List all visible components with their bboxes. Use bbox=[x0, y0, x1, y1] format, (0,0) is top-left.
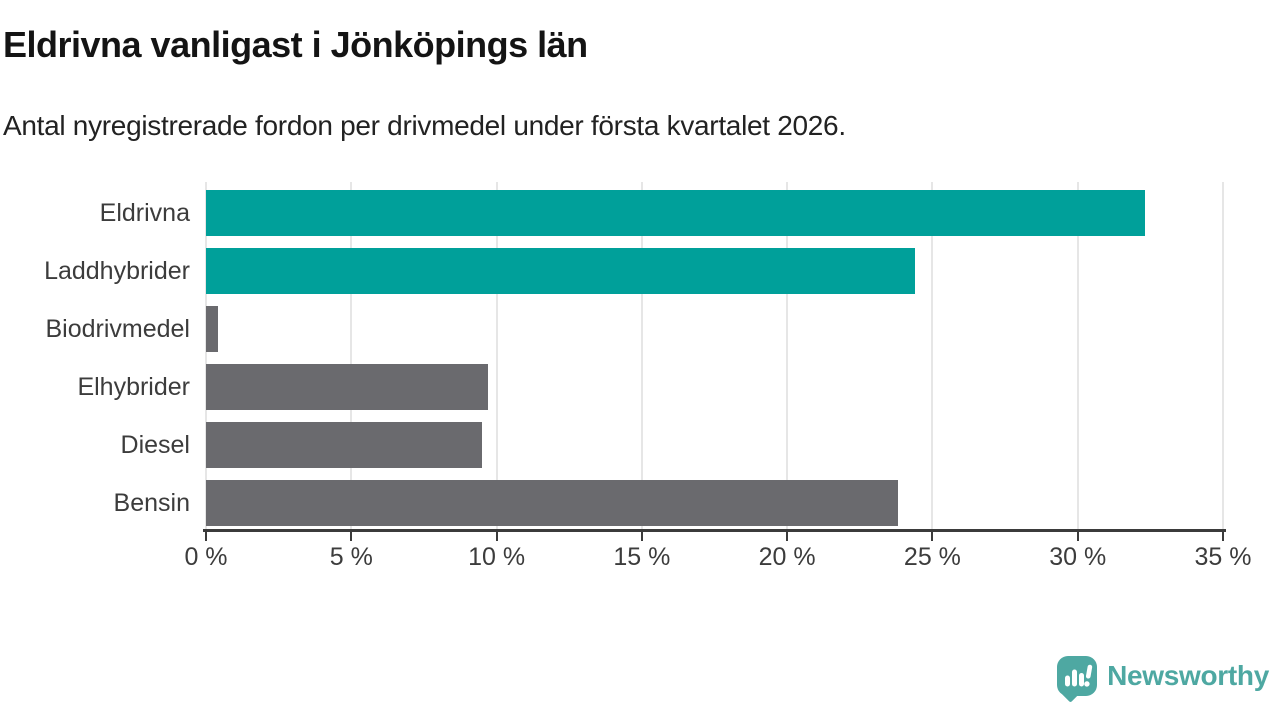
grid-line bbox=[786, 182, 789, 530]
category-label-elhybrider: Elhybrider bbox=[77, 373, 190, 401]
category-label-eldrivna: Eldrivna bbox=[99, 199, 190, 227]
newsworthy-logo-icon bbox=[1057, 656, 1098, 696]
grid-line bbox=[205, 182, 207, 530]
grid-line bbox=[931, 182, 934, 530]
grid-line bbox=[495, 182, 498, 530]
bar-diesel bbox=[206, 422, 483, 468]
axis-tick-label: 20 % bbox=[758, 543, 816, 571]
axis-tick bbox=[1222, 532, 1224, 541]
axis-tick bbox=[640, 532, 643, 541]
grid-line bbox=[1222, 182, 1224, 530]
axis-tick-label: 10 % bbox=[468, 543, 526, 571]
grid-line bbox=[350, 182, 353, 530]
axis-tick bbox=[350, 532, 353, 541]
axis-tick bbox=[931, 532, 934, 541]
bar-biodrivmedel bbox=[206, 306, 218, 352]
bar-bensin bbox=[206, 480, 898, 526]
x-axis-line bbox=[203, 529, 1226, 532]
axis-tick bbox=[786, 532, 789, 541]
category-label-biodrivmedel: Biodrivmedel bbox=[45, 315, 190, 343]
bar-laddhybrider bbox=[206, 248, 915, 294]
axis-tick-label: 15 % bbox=[613, 543, 671, 571]
newsworthy-logo-text: Newsworthy bbox=[1107, 660, 1269, 691]
chart-title: Eldrivna vanligast i Jönköpings län bbox=[3, 24, 588, 65]
axis-tick-label: 35 % bbox=[1194, 543, 1252, 571]
axis-tick bbox=[1076, 532, 1079, 541]
axis-tick-label: 25 % bbox=[903, 543, 961, 571]
bar-eldrivna bbox=[206, 190, 1145, 236]
grid-line bbox=[1076, 182, 1079, 530]
grid-line bbox=[640, 182, 643, 530]
newsworthy-logo: Newsworthy bbox=[1057, 656, 1269, 696]
axis-tick bbox=[495, 532, 498, 541]
axis-tick-label: 5 % bbox=[329, 543, 373, 571]
axis-tick-label: 0 % bbox=[184, 543, 228, 571]
category-label-diesel: Diesel bbox=[120, 431, 190, 459]
axis-tick-label: 30 % bbox=[1049, 543, 1107, 571]
category-label-bensin: Bensin bbox=[113, 489, 190, 517]
plot-area bbox=[205, 182, 1224, 530]
category-label-laddhybrider: Laddhybrider bbox=[44, 257, 190, 285]
axis-tick bbox=[205, 532, 207, 541]
bar-elhybrider bbox=[206, 364, 488, 410]
chart-subtitle: Antal nyregistrerade fordon per drivmede… bbox=[3, 110, 846, 141]
